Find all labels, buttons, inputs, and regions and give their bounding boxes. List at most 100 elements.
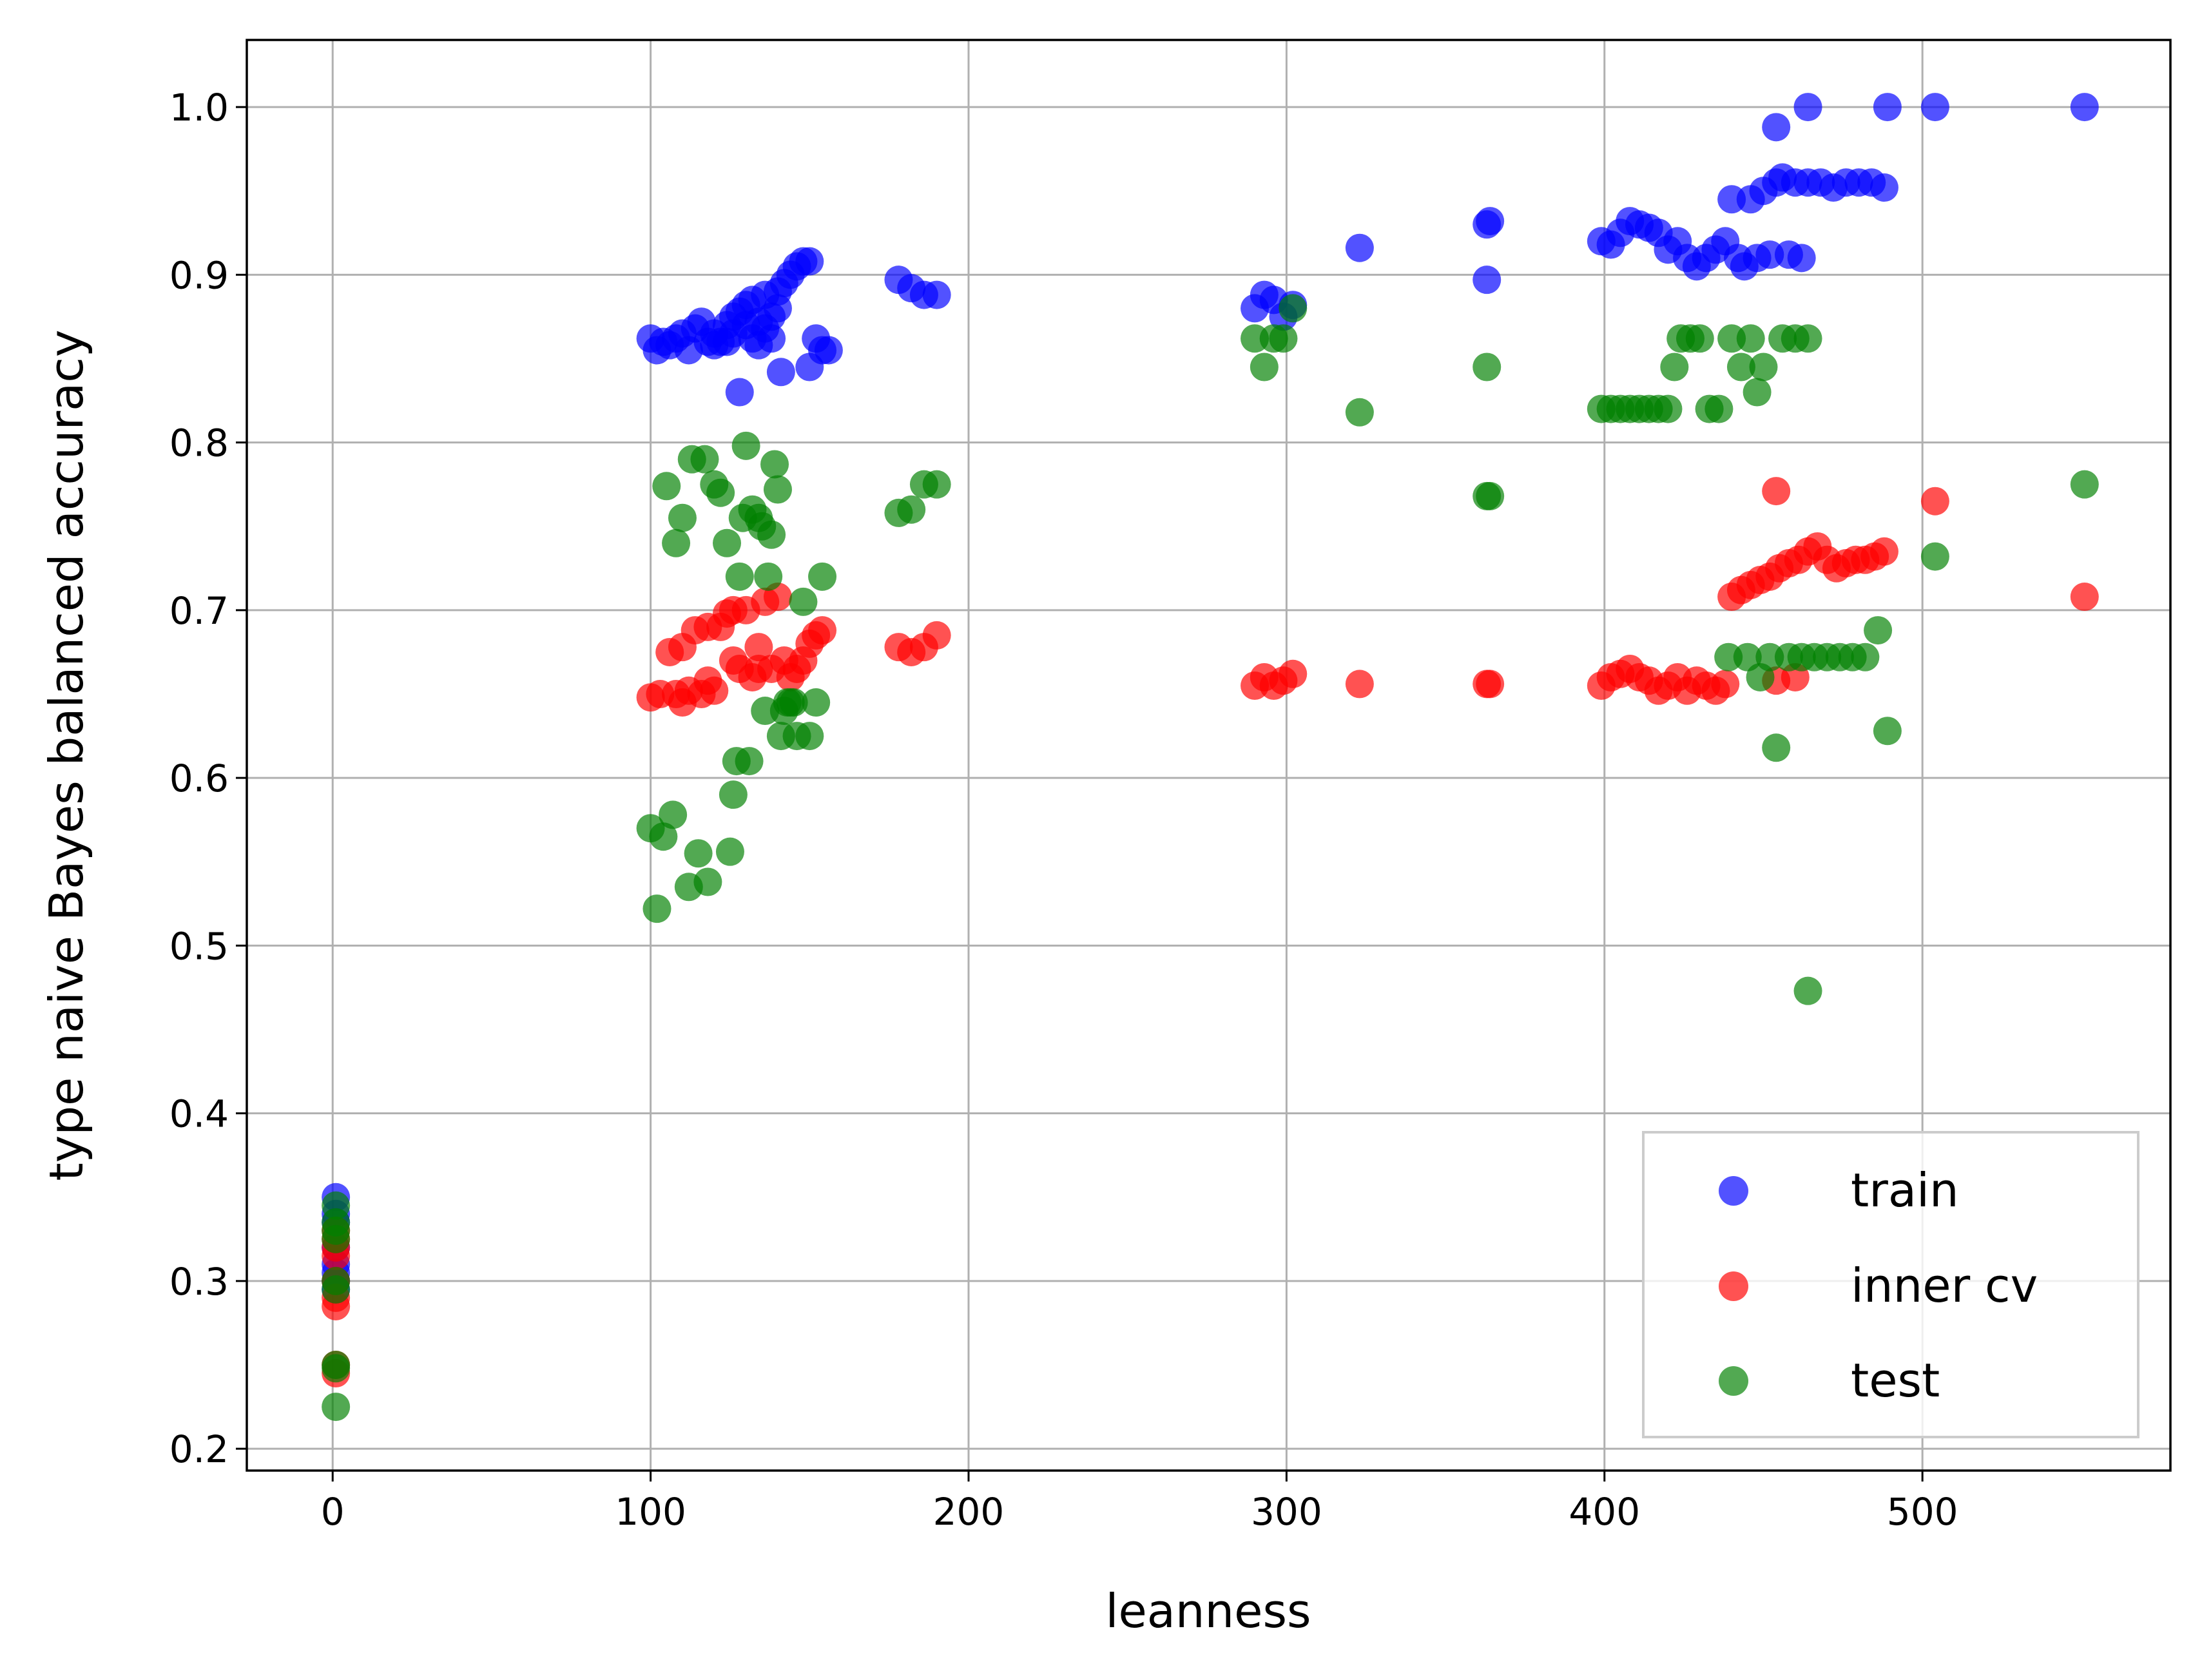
data-point (795, 352, 824, 381)
data-point (713, 528, 742, 557)
data-point (649, 822, 678, 851)
data-point (1726, 352, 1755, 381)
data-point (662, 528, 691, 557)
data-point (1749, 352, 1778, 381)
data-point (757, 520, 786, 549)
y-tick-label: 0.4 (169, 1092, 229, 1136)
data-point (1873, 93, 1902, 122)
data-point (642, 894, 671, 923)
data-point (1711, 670, 1740, 699)
data-point (322, 1275, 351, 1304)
data-point (1787, 244, 1816, 273)
data-point (322, 1224, 351, 1253)
data-point (808, 562, 837, 591)
data-point (922, 280, 951, 309)
data-point (1660, 352, 1689, 381)
grid-lines (247, 40, 2170, 1471)
data-point (1473, 266, 1502, 294)
data-point (1733, 642, 1762, 671)
x-tick-label: 400 (1569, 1490, 1640, 1534)
data-point (1762, 113, 1791, 142)
data-point (1762, 477, 1791, 506)
y-axis-label: type naive Bayes balanced accuracy (39, 330, 93, 1181)
data-point (1793, 93, 1822, 122)
data-point (1920, 487, 1949, 516)
data-point (754, 562, 783, 591)
data-point (1473, 352, 1502, 381)
data-point (1920, 93, 1949, 122)
data-point (693, 666, 722, 695)
data-point (763, 475, 792, 504)
data-point (1864, 616, 1893, 645)
data-point (1762, 733, 1791, 762)
series-test (322, 294, 2099, 1422)
x-tick-label: 200 (933, 1490, 1005, 1534)
data-points (322, 93, 2099, 1422)
y-tick-label: 0.3 (169, 1260, 229, 1304)
data-point (1250, 352, 1279, 381)
data-point (789, 587, 818, 616)
data-point (668, 503, 697, 532)
data-point (922, 621, 951, 650)
y-tick-label: 0.8 (169, 421, 229, 465)
data-point (766, 358, 795, 387)
legend: train inner cv test (1642, 1131, 2139, 1438)
x-tick-label: 0 (321, 1490, 345, 1534)
data-point (322, 1393, 351, 1422)
legend-marker-inner-cv (1719, 1271, 1748, 1301)
data-point (757, 324, 786, 353)
data-point (1873, 717, 1902, 746)
x-tick-label: 100 (615, 1490, 686, 1534)
data-point (922, 470, 951, 499)
data-point (652, 472, 681, 501)
data-point (2070, 583, 2099, 612)
data-point (2070, 470, 2099, 499)
data-point (802, 688, 831, 717)
axis-ticks: 0 100 200 300 400 500 0.2 0.3 0.4 0.5 0.6 0.7 0.8 0.9… (169, 86, 1958, 1534)
data-point (735, 747, 764, 776)
data-point (795, 247, 824, 276)
data-point (760, 450, 789, 479)
y-tick-label: 0.5 (169, 924, 229, 968)
data-point (690, 445, 719, 474)
x-tick-label: 500 (1887, 1490, 1958, 1534)
data-point (725, 562, 754, 591)
data-point (2070, 93, 2099, 122)
data-point (1476, 207, 1505, 236)
legend-label-test: test (1851, 1353, 1940, 1407)
data-point (795, 722, 824, 751)
legend-marker-train (1719, 1176, 1748, 1206)
data-point (1736, 324, 1765, 353)
data-point (1869, 537, 1898, 566)
data-point (719, 780, 748, 809)
y-tick-label: 1.0 (169, 86, 229, 130)
data-point (1345, 670, 1374, 699)
data-point (1851, 642, 1880, 671)
data-point (668, 688, 697, 717)
data-point (744, 633, 773, 662)
legend-label-train: train (1851, 1163, 1959, 1217)
y-tick-label: 0.9 (169, 253, 229, 297)
data-point (1793, 324, 1822, 353)
plot-frame (246, 39, 2172, 1472)
data-point (1869, 173, 1898, 202)
data-point (706, 478, 735, 507)
data-point (684, 839, 713, 868)
data-point (1654, 394, 1683, 423)
legend-label-inner-cv: inner cv (1851, 1259, 2038, 1313)
data-point (693, 867, 722, 896)
data-point (1476, 481, 1505, 510)
data-point (808, 616, 837, 645)
data-point (763, 294, 792, 323)
legend-marker-test (1719, 1366, 1748, 1396)
data-point (1476, 670, 1505, 699)
data-point (1279, 659, 1308, 688)
data-point (1269, 324, 1298, 353)
data-point (725, 378, 754, 407)
data-point (322, 1354, 351, 1383)
data-point (715, 837, 744, 866)
y-tick-label: 0.7 (169, 589, 229, 633)
data-point (1920, 542, 1949, 571)
data-point (1793, 976, 1822, 1005)
